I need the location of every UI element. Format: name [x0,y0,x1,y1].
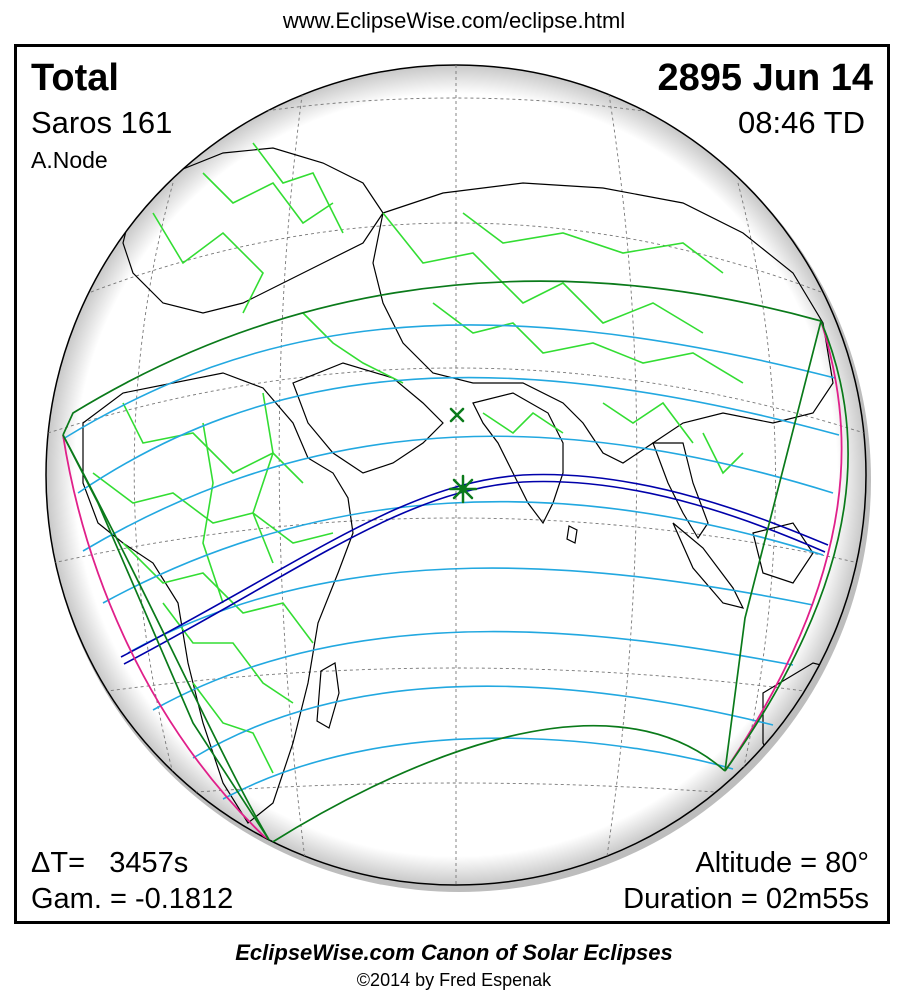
africa-coastline [82,372,354,824]
greatest-eclipse-marker [448,474,478,504]
eclipse-type: Total [31,57,119,99]
eclipse-map-frame: Total Saros 161 A.Node 2895 Jun 14 08:46… [14,44,890,924]
continent-outlines [82,147,866,824]
rise-set-curves [62,320,843,844]
saros-number: Saros 161 [31,105,173,140]
subsolar-point-marker [449,407,465,423]
europe-coastline [122,147,384,314]
sun-altitude: Altitude = 80° [695,847,869,879]
graticule [47,65,865,885]
delta-t: ΔT= 3457s [31,847,189,879]
eclipse-date: 2895 Jun 14 [657,57,873,99]
totality-duration: Duration = 02m55s [623,883,869,915]
arabia-coastline [292,362,444,474]
political-borders [92,142,744,774]
borneo-coastline [752,522,814,584]
india-coastline [472,392,564,525]
eclipse-time: 08:46 TD [738,105,865,140]
indochina-coastline [652,442,709,540]
madagascar-coastline [316,662,340,729]
globe-map [45,64,871,892]
sumatra-coastline [672,522,745,609]
source-url: www.EclipseWise.com/eclipse.html [282,8,626,33]
lunar-node: A.Node [31,147,108,173]
penumbral-boundary [62,280,849,844]
footer-title: EclipseWise.com Canon of Solar Eclipses [235,940,673,965]
gamma: Gam. = -0.1812 [31,883,234,915]
footer-copyright: ©2014 by Fred Espenak [356,970,552,990]
central-path [120,473,829,665]
sri-lanka-coastline [566,525,578,544]
asia-coastline [372,182,834,464]
